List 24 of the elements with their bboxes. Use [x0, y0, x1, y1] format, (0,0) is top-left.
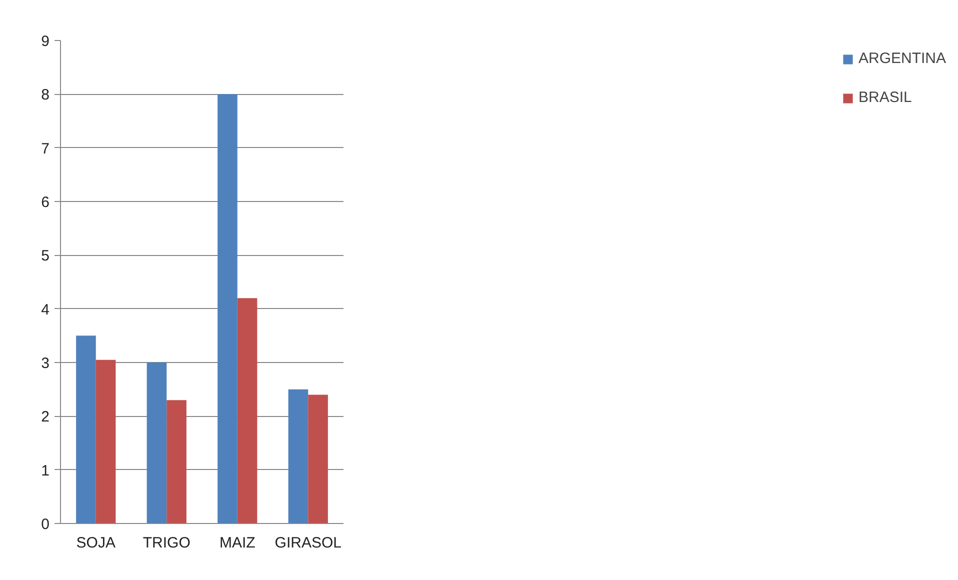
y-tick-label: 5	[41, 248, 50, 265]
y-tick-label: 4	[41, 301, 50, 318]
y-tick-label: 8	[41, 86, 50, 104]
x-tick-label: SOJA	[76, 534, 116, 552]
x-tick-label: MAIZ	[219, 534, 256, 552]
x-tick-label: TRIGO	[142, 534, 190, 552]
legend-label: BRASIL	[858, 89, 912, 106]
bar	[218, 94, 238, 524]
legend-label: ARGENTINA	[858, 50, 946, 67]
y-tick-label: 7	[41, 140, 50, 158]
y-tick-label: 3	[41, 355, 50, 372]
bar	[288, 389, 308, 524]
bar	[76, 336, 96, 524]
y-tick-label: 6	[41, 194, 50, 211]
y-tick-label: 1	[41, 462, 50, 480]
bar	[166, 400, 186, 524]
x-tick-label: GIRASOL	[274, 534, 342, 552]
bar	[96, 360, 116, 524]
y-tick-label: 0	[41, 516, 50, 533]
y-tick-label: 9	[41, 33, 50, 50]
bar	[146, 362, 167, 524]
bar	[237, 298, 258, 524]
y-tick-label: 2	[41, 408, 50, 426]
bar	[308, 394, 328, 524]
